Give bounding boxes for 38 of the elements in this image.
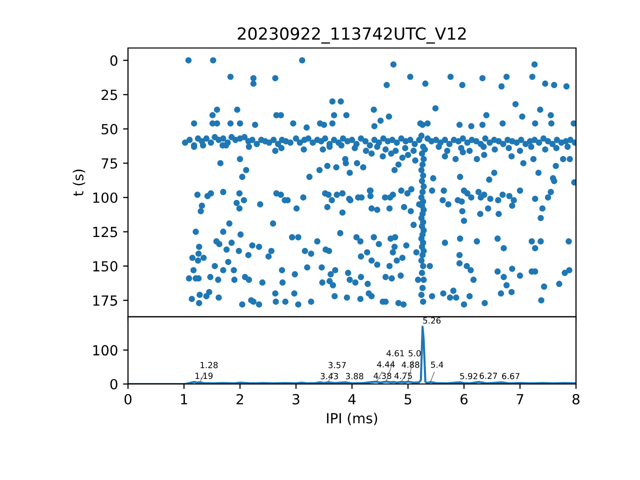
annotation: 6.67 — [502, 372, 520, 380]
y-tick-label: 150 — [93, 261, 118, 272]
y-tick-label: 100 — [93, 345, 118, 356]
annotation: 5.0 — [408, 350, 421, 356]
annotation: 4.61 — [386, 350, 404, 356]
y-tick-label: 175 — [93, 295, 118, 306]
annotation: 3.88 — [346, 372, 364, 380]
x-tick-label: 5 — [404, 394, 412, 404]
y-tick-label: 0 — [110, 378, 118, 390]
x-axis-title: IPI (ms) — [327, 412, 378, 426]
annotation: 4.75 — [394, 372, 412, 379]
annotation: 5.92 — [460, 372, 478, 380]
annotation: 5.26 — [423, 317, 441, 324]
y-tick-label: 50 — [102, 124, 118, 134]
x-tick-label: 8 — [572, 394, 580, 404]
y-tick-label: 25 — [102, 90, 118, 100]
chart-title: 20230922_113742UTC_V12 — [238, 27, 466, 44]
annotation: 1.28 — [200, 362, 218, 368]
annotation: 3.43 — [320, 372, 338, 380]
y-tick-label: 0 — [110, 55, 118, 66]
annotation: 4.44 — [377, 361, 395, 368]
x-tick-label: 3 — [292, 394, 300, 404]
x-tick-label: 1 — [181, 394, 188, 404]
y-tick-label: 75 — [102, 158, 118, 169]
annotation: 5.4 — [431, 362, 444, 368]
y-axis-title: t (s) — [72, 170, 86, 196]
y-tick-label: 125 — [93, 226, 118, 238]
x-tick-label: 6 — [460, 394, 468, 404]
annotation: 4.88 — [402, 362, 420, 368]
annotation: 4.38 — [374, 372, 392, 379]
x-tick-label: 2 — [236, 394, 244, 404]
annotation: 6.27 — [480, 372, 497, 379]
annotation: 1.19 — [196, 372, 213, 379]
x-tick-label: 7 — [516, 394, 524, 404]
x-tick-label: 0 — [124, 394, 132, 404]
x-tick-label: 4 — [348, 394, 356, 404]
y-tick-label: 100 — [93, 192, 118, 203]
annotation: 3.57 — [328, 362, 346, 368]
